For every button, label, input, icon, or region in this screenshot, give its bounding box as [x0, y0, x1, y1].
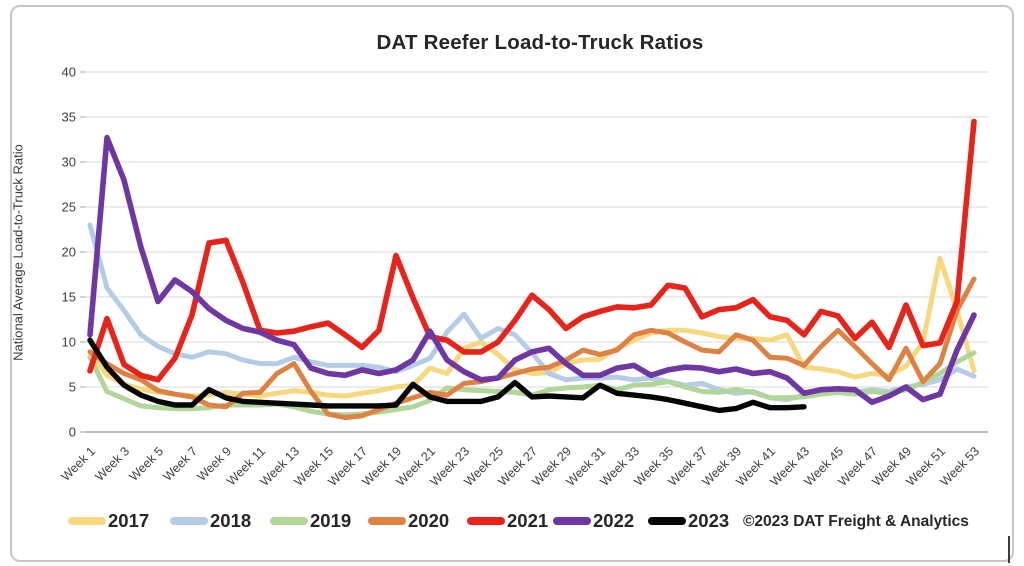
chart-line-2022: [87, 134, 977, 406]
y-tick-label: 30: [62, 155, 76, 170]
x-tick-label: Week 3: [92, 444, 132, 484]
legend-label: 2020: [408, 510, 450, 531]
cursor-artifact: [1008, 536, 1010, 563]
legend-label: 2023: [688, 510, 730, 531]
legend-label: 2019: [310, 510, 352, 531]
y-tick-label: 0: [69, 425, 76, 440]
x-tick-label: Week 5: [126, 444, 166, 484]
legend-item-2023: 2023: [648, 510, 729, 532]
legend-item-2019: 2019: [270, 510, 351, 532]
legend-label: 2021: [507, 510, 549, 531]
y-tick-label: 5: [69, 380, 76, 395]
legend-swatch-2019: [270, 517, 308, 525]
y-tick-label: 35: [62, 110, 76, 125]
legend-swatch-2022: [553, 517, 591, 525]
legend-swatch-2021: [467, 517, 505, 525]
legend-item-2022: 2022: [553, 510, 634, 532]
legend-item-2020: 2020: [368, 510, 449, 532]
legend-label: 2022: [593, 510, 635, 531]
legend-swatch-2018: [170, 517, 208, 525]
copyright-text: ©2023 DAT Freight & Analytics: [743, 513, 969, 530]
chart-line-2023: [87, 337, 807, 414]
legend-label: 2018: [210, 510, 252, 531]
x-tick-label: Week 7: [160, 444, 200, 484]
x-tick-label: Week 1: [58, 444, 98, 484]
legend-item-2018: 2018: [170, 510, 251, 532]
y-tick-label: 20: [62, 245, 76, 260]
legend-swatch-2023: [648, 517, 686, 525]
chart-line-2017: [87, 255, 977, 399]
legend-label: 2017: [108, 510, 150, 531]
y-tick-label: 10: [62, 335, 76, 350]
legend-item-2021: 2021: [467, 510, 548, 532]
chart-title: DAT Reefer Load-to-Truck Ratios: [376, 31, 704, 54]
legend-swatch-2017: [68, 517, 106, 525]
y-tick-label: 15: [62, 290, 76, 305]
legend-item-2017: 2017: [68, 510, 149, 532]
y-tick-label: 25: [62, 200, 76, 215]
chart-line-2021: [87, 118, 977, 383]
y-tick-label: 40: [62, 65, 76, 80]
legend-swatch-2020: [368, 517, 406, 525]
